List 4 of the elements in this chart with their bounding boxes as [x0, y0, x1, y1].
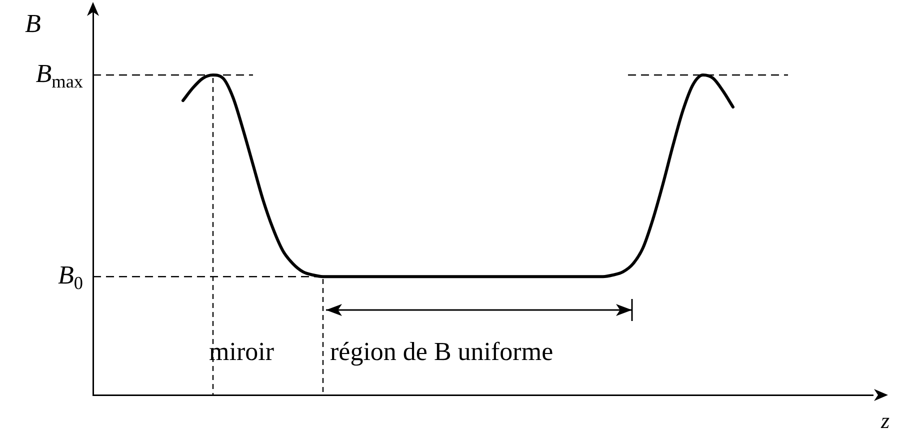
annotation: miroir [209, 336, 274, 366]
x-axis-title: z [880, 408, 890, 433]
y-axis-title: B [25, 8, 41, 38]
annotation: région de B uniforme [330, 336, 554, 366]
